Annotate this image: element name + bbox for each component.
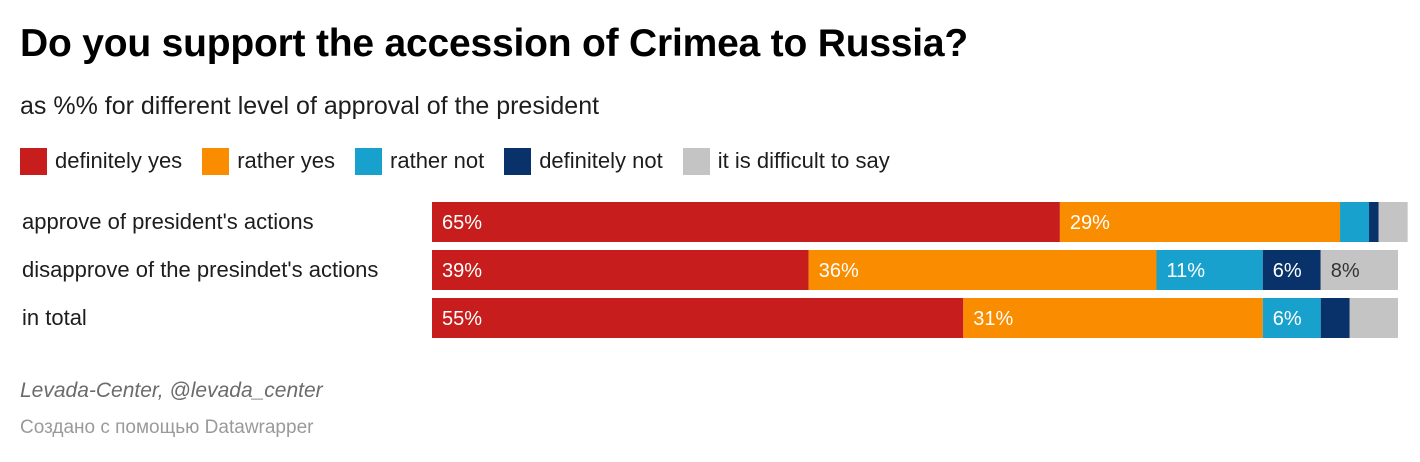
bar-segment xyxy=(963,298,1263,338)
chart-title: Do you support the accession of Crimea t… xyxy=(20,22,969,65)
data-label: 39% xyxy=(442,260,482,282)
category-label: approve of president's actions xyxy=(22,209,314,234)
legend-item: it is difficult to say xyxy=(682,147,890,175)
legend-item: rather yes xyxy=(202,147,336,175)
category-label: disapprove of the presindet's actions xyxy=(22,257,379,282)
data-label: 36% xyxy=(819,260,859,282)
legend-swatch xyxy=(202,147,230,175)
bar-segment xyxy=(1340,202,1370,242)
legend-swatch xyxy=(20,147,47,175)
legend-item: definitely yes xyxy=(20,147,183,175)
bar-segment xyxy=(1349,298,1398,338)
bar-segment xyxy=(432,202,1060,242)
credit-link[interactable]: Создано с помощью Datawrapper xyxy=(20,417,314,438)
legend-label: rather yes xyxy=(237,148,336,173)
legend-label: it is difficult to say xyxy=(717,148,890,173)
data-label: 6% xyxy=(1273,260,1302,282)
legend-item: rather not xyxy=(355,147,485,175)
bar-segment xyxy=(432,298,964,338)
data-label: 55% xyxy=(442,308,482,330)
legend-swatch xyxy=(504,147,532,175)
source-note: Levada-Center, @levada_center xyxy=(20,379,323,402)
bar-segment xyxy=(1262,298,1321,338)
legend-swatch xyxy=(355,147,383,175)
data-label: 6% xyxy=(1273,308,1302,330)
category-label: in total xyxy=(22,305,87,330)
legend-item: definitely not xyxy=(504,147,663,175)
legend-label: definitely not xyxy=(539,148,663,173)
data-label: 8% xyxy=(1331,260,1360,282)
bar-segment xyxy=(432,250,809,290)
data-label: 31% xyxy=(973,308,1013,330)
data-label: 29% xyxy=(1070,212,1110,234)
bar-segment xyxy=(1320,298,1350,338)
bar-segment xyxy=(1059,202,1341,242)
bar-segment xyxy=(1378,202,1408,242)
legend-label: definitely yes xyxy=(55,148,183,173)
legend-swatch xyxy=(682,147,710,175)
bar-segment xyxy=(808,250,1157,290)
legend-label: rather not xyxy=(390,148,485,173)
chart-subtitle: as %% for different level of approval of… xyxy=(20,92,600,120)
bar-segment xyxy=(1156,250,1263,290)
legend: definitely yes rather yes rather not defini… xyxy=(20,145,910,177)
bar-segment xyxy=(1320,250,1398,290)
data-label: 11% xyxy=(1167,260,1206,282)
bar-segment xyxy=(1369,202,1379,242)
data-label: 65% xyxy=(442,212,482,234)
bar-segment xyxy=(1262,250,1321,290)
